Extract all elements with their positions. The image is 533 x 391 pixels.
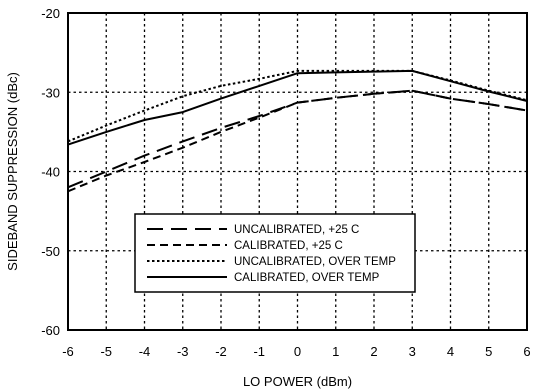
x-tick-label: 0: [294, 344, 301, 359]
y-tick-label: -50: [41, 244, 60, 259]
legend-entry-label: CALIBRATED, +25 C: [234, 240, 343, 252]
y-tick-labels: -20 -30 -40 -50 -60: [41, 6, 60, 338]
series-line-4: [67, 69, 528, 146]
series-line-1: [67, 89, 528, 189]
x-tick-label: -2: [215, 344, 227, 359]
legend-box: [134, 213, 416, 293]
x-axis-label: LO POWER (dBm): [243, 374, 352, 389]
x-tick-label: 6: [523, 344, 530, 359]
legend-entry-label: UNCALIBRATED, +25 C: [234, 224, 359, 236]
x-tick-label: 5: [485, 344, 492, 359]
legend-entry-label: UNCALIBRATED, OVER TEMP: [234, 256, 396, 268]
y-tick-label: -30: [41, 85, 60, 100]
x-tick-label: 2: [370, 344, 377, 359]
legend: UNCALIBRATED, +25 C CALIBRATED, +25 C UNCA…: [134, 213, 416, 293]
x-tick-labels: -6 -5 -4 -3 -2 -1 0 1 2 3 4 5 6: [62, 344, 530, 359]
x-tick-label: -5: [100, 344, 112, 359]
x-tick-label: -3: [177, 344, 189, 359]
y-tick-label: -60: [41, 323, 60, 338]
x-tick-label: 1: [332, 344, 339, 359]
y-tick-label: -20: [41, 6, 60, 21]
x-tick-label: -4: [139, 344, 151, 359]
x-tick-label: 4: [447, 344, 454, 359]
x-tick-label: 3: [409, 344, 416, 359]
x-tick-label: -1: [253, 344, 265, 359]
series-line-2: [67, 89, 528, 193]
x-tick-label: -6: [62, 344, 74, 359]
legend-entry-label: CALIBRATED, OVER TEMP: [234, 272, 380, 284]
plot-frame: [67, 12, 528, 331]
series-layer: [67, 69, 528, 193]
y-axis-label: SIDEBAND SUPPRESSION (dBc): [5, 72, 20, 271]
y-tick-label: -40: [41, 165, 60, 180]
